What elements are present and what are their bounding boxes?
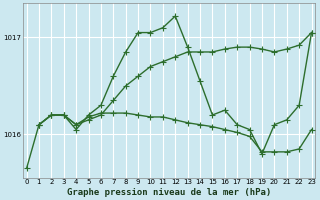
X-axis label: Graphe pression niveau de la mer (hPa): Graphe pression niveau de la mer (hPa) [67, 188, 271, 197]
